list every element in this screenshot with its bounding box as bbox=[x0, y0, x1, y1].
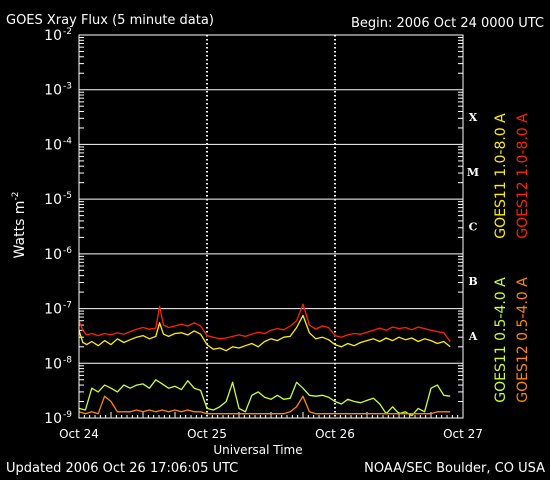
begin-label: Begin: 2006 Oct 24 0000 UTC bbox=[351, 16, 544, 31]
flare-class-label: B bbox=[468, 275, 477, 288]
flare-class-label: A bbox=[468, 330, 478, 343]
legend-short-channel: GOES11 0.5-4.0 A GOES12 0.5-4.0 A bbox=[493, 277, 531, 403]
y-tick-exponent: -9 bbox=[63, 410, 72, 420]
y-tick-exponent: -8 bbox=[63, 355, 72, 365]
legend-long-channel: GOES11 1.0-8.0 A GOES12 1.0-8.0 A bbox=[493, 113, 531, 239]
series-layer bbox=[78, 303, 451, 417]
y-axis-label-sup: -2 bbox=[11, 192, 21, 201]
y-tick-labels: 10-210-310-410-510-610-710-810-9 bbox=[44, 27, 72, 427]
y-tick-label: 10 bbox=[44, 302, 62, 318]
y-tick-exponent: -4 bbox=[63, 136, 72, 146]
y-axis-label: Watts m-2 bbox=[11, 192, 28, 259]
series-line bbox=[78, 303, 451, 342]
x-tick-label: Oct 26 bbox=[315, 427, 355, 441]
grid-lines bbox=[79, 34, 463, 419]
y-tick-label: 10 bbox=[44, 192, 62, 208]
chart-title: GOES Xray Flux (5 minute data) bbox=[6, 13, 214, 28]
flare-class-labels: X M C B A bbox=[467, 111, 479, 343]
flare-class-label: M bbox=[467, 166, 479, 179]
series-line bbox=[78, 379, 451, 417]
series-line bbox=[78, 314, 451, 352]
x-tick-label: Oct 27 bbox=[443, 427, 483, 441]
y-tick-exponent: -7 bbox=[63, 301, 72, 311]
credit-label: NOAA/SEC Boulder, CO USA bbox=[364, 461, 545, 476]
y-tick-exponent: -6 bbox=[63, 246, 72, 256]
x-tick-labels: Oct 24 Oct 25 Oct 26 Oct 27 bbox=[59, 427, 483, 441]
x-axis-label: Universal Time bbox=[213, 443, 302, 457]
y-tick-exponent: -2 bbox=[63, 27, 72, 37]
series-line bbox=[78, 395, 451, 415]
legend-entry: GOES11 0.5-4.0 A bbox=[493, 277, 509, 403]
legend-entry: GOES11 1.0-8.0 A bbox=[493, 113, 509, 239]
y-tick-label: 10 bbox=[44, 247, 62, 263]
legend-entry: GOES12 1.0-8.0 A bbox=[515, 113, 531, 239]
flare-class-label: C bbox=[469, 221, 478, 234]
y-tick-exponent: -5 bbox=[63, 191, 72, 201]
y-tick-label: 10 bbox=[44, 137, 62, 153]
y-tick-label: 10 bbox=[44, 356, 62, 372]
flare-class-label: X bbox=[469, 111, 478, 124]
y-tick-label: 10 bbox=[44, 28, 62, 44]
legend-entry: GOES12 0.5-4.0 A bbox=[515, 277, 531, 403]
x-tick-label: Oct 25 bbox=[187, 427, 227, 441]
y-tick-label: 10 bbox=[44, 83, 62, 99]
plot-frame bbox=[78, 34, 464, 419]
y-tick-exponent: -3 bbox=[63, 82, 72, 92]
y-tick-label: 10 bbox=[44, 411, 62, 427]
y-axis-label-text: Watts m bbox=[12, 201, 28, 259]
updated-timestamp: Updated 2006 Oct 26 17:06:05 UTC bbox=[6, 461, 238, 476]
x-tick-label: Oct 24 bbox=[59, 427, 99, 441]
